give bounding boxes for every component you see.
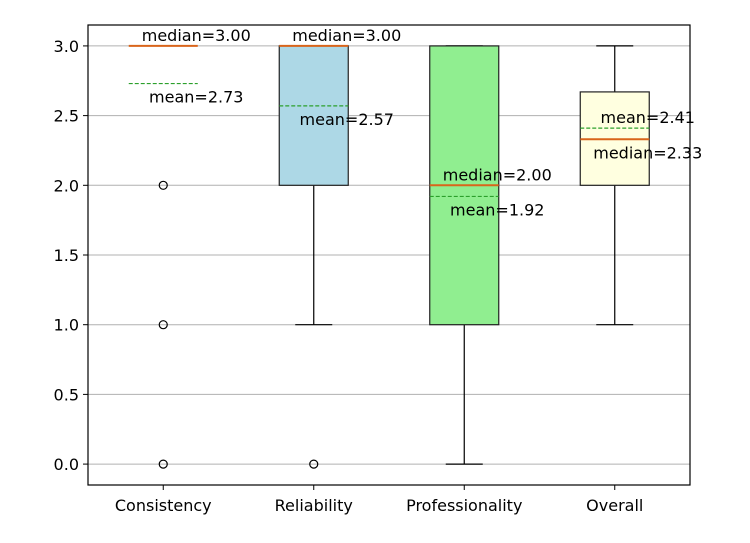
mean-label: mean=1.92	[450, 200, 544, 219]
flier-point	[309, 459, 319, 469]
y-tick-label: 3.0	[54, 37, 79, 56]
x-tick-label: Overall	[586, 496, 643, 515]
y-tick-label: 1.0	[54, 316, 79, 335]
y-tick-label: 0.0	[54, 455, 79, 474]
flier-point	[158, 180, 168, 190]
y-tick-label: 2.5	[54, 107, 79, 126]
mean-label: mean=2.73	[149, 88, 243, 107]
x-tick-label: Consistency	[115, 496, 212, 515]
plot-frame	[87, 24, 691, 486]
median-label: median=3.00	[142, 26, 251, 45]
y-tick-label: 1.5	[54, 246, 79, 265]
y-tick-label: 2.0	[54, 176, 79, 195]
y-tick-label: 0.5	[54, 385, 79, 404]
median-label: median=3.00	[292, 26, 401, 45]
x-tick-label: Reliability	[275, 496, 353, 515]
median-label: median=2.00	[443, 165, 552, 184]
x-tick-label: Professionality	[406, 496, 522, 515]
flier-point	[158, 320, 168, 330]
flier-point	[158, 459, 168, 469]
mean-label: mean=2.57	[300, 110, 394, 129]
median-label: median=2.33	[593, 143, 702, 162]
mean-label: mean=2.41	[601, 108, 695, 127]
box-reliability	[278, 45, 349, 186]
